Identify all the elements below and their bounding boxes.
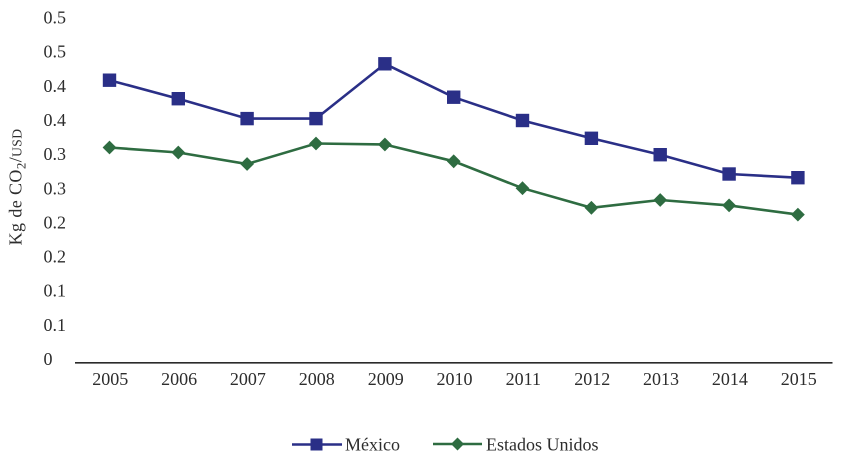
svg-text:0.2: 0.2: [44, 247, 67, 267]
svg-text:México: México: [345, 435, 400, 455]
svg-text:2012: 2012: [574, 369, 610, 389]
svg-text:Estados Unidos: Estados Unidos: [486, 435, 599, 455]
svg-text:0: 0: [44, 349, 53, 369]
svg-text:0.2: 0.2: [44, 212, 67, 232]
svg-text:2015: 2015: [781, 369, 817, 389]
svg-text:2008: 2008: [299, 369, 335, 389]
svg-text:2006: 2006: [161, 369, 197, 389]
svg-text:Kg de CO2/USD: Kg de CO2/USD: [6, 129, 29, 246]
svg-text:2014: 2014: [712, 369, 748, 389]
svg-text:2011: 2011: [506, 369, 541, 389]
svg-text:0.4: 0.4: [44, 76, 67, 96]
svg-text:2007: 2007: [230, 369, 266, 389]
svg-text:0.3: 0.3: [44, 178, 67, 198]
svg-text:2010: 2010: [437, 369, 473, 389]
svg-text:2013: 2013: [643, 369, 679, 389]
svg-text:2005: 2005: [92, 369, 128, 389]
svg-text:0.5: 0.5: [44, 42, 67, 62]
svg-text:0.1: 0.1: [44, 315, 67, 335]
svg-text:0.3: 0.3: [44, 144, 67, 164]
svg-text:0.4: 0.4: [44, 110, 67, 130]
svg-text:0.5: 0.5: [44, 8, 67, 28]
svg-text:0.1: 0.1: [44, 281, 67, 301]
svg-text:2009: 2009: [368, 369, 404, 389]
